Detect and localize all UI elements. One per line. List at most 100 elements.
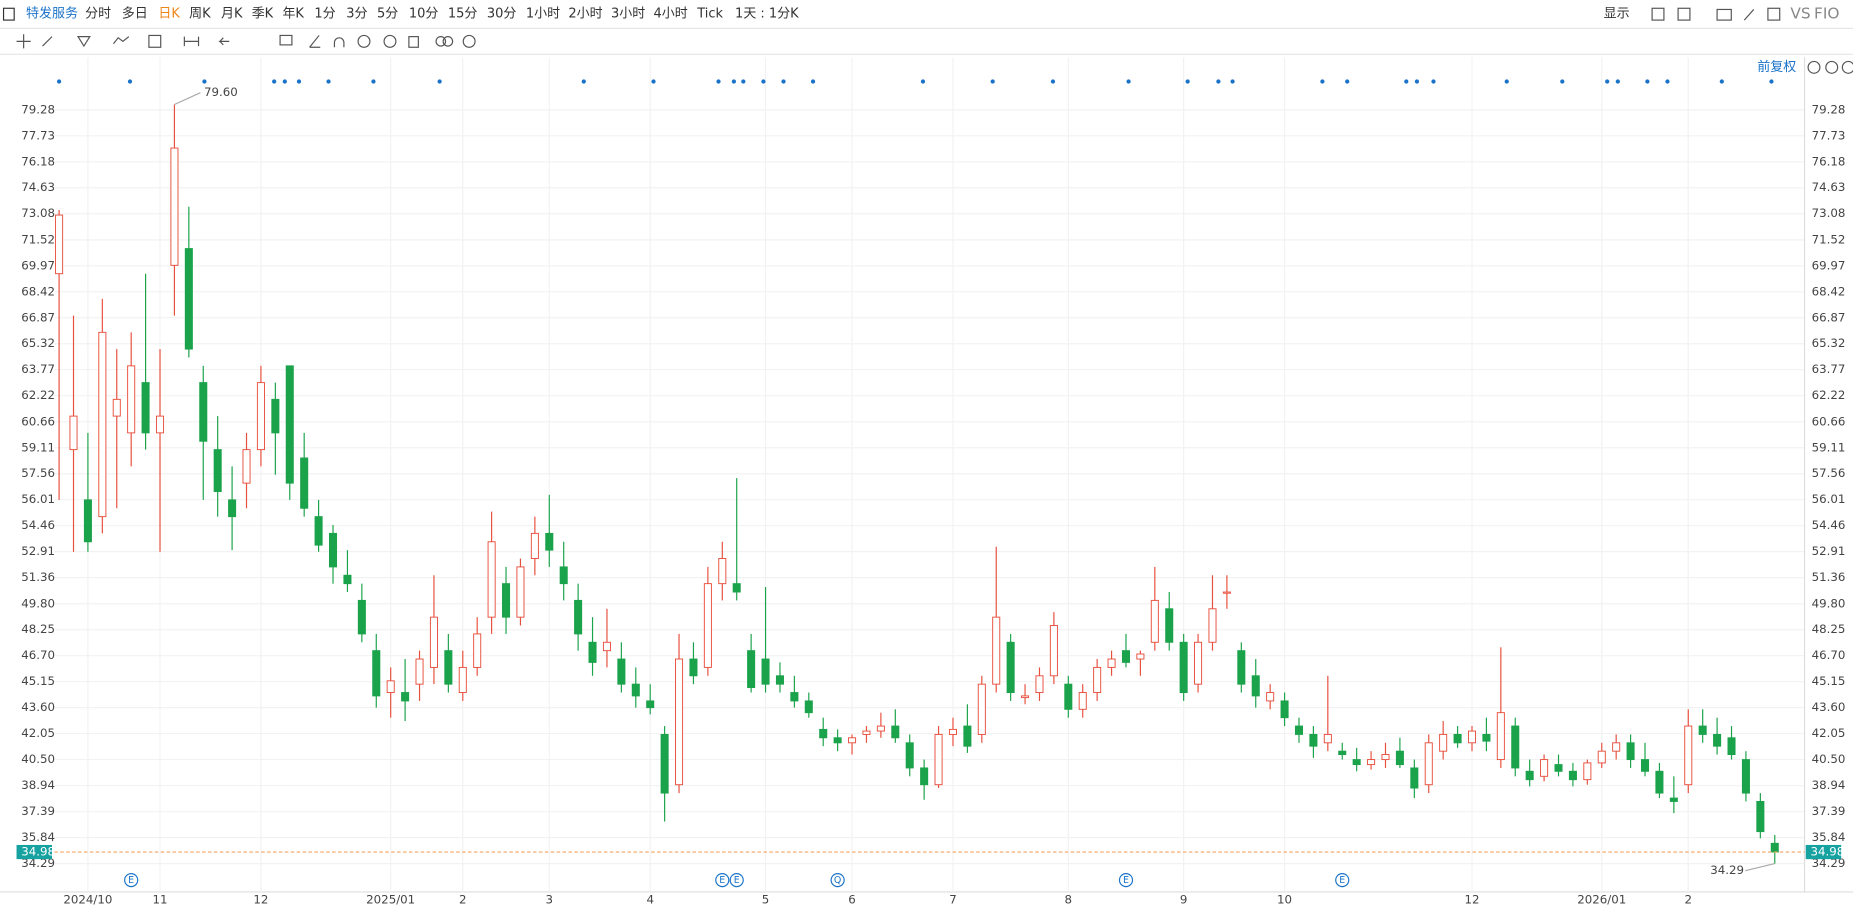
info-dot[interactable] [761, 79, 766, 84]
visibility-tool[interactable] [383, 34, 397, 48]
info-dot[interactable] [1404, 79, 1409, 84]
line-tool[interactable] [42, 36, 53, 47]
pen-icon[interactable] [1743, 9, 1755, 21]
event-marker[interactable] [1335, 873, 1350, 888]
event-marker[interactable] [124, 873, 139, 888]
range-tool[interactable] [183, 36, 200, 47]
info-dot[interactable] [272, 79, 277, 84]
compare-tool[interactable] [435, 36, 447, 47]
period-button[interactable]: 5分 [377, 7, 398, 22]
compare-tool[interactable] [442, 36, 454, 47]
magnet-tool[interactable] [333, 37, 345, 48]
info-dot[interactable] [990, 79, 995, 84]
zoom-out-icon[interactable] [1825, 60, 1839, 74]
period-button[interactable]: 季K [252, 7, 274, 22]
fio-button[interactable]: FIO [1814, 5, 1839, 23]
info-dot[interactable] [651, 79, 656, 84]
info-dot[interactable] [326, 79, 331, 84]
period-button[interactable]: 4小时 [654, 7, 688, 22]
info-dot[interactable] [1414, 79, 1420, 84]
sidebar-icon[interactable] [2, 7, 15, 21]
reset-icon[interactable] [1807, 60, 1821, 74]
info-dot[interactable] [1216, 79, 1221, 84]
y-tick-label: 43.60 [21, 700, 55, 714]
info-dot[interactable] [1050, 79, 1056, 84]
period-button[interactable]: 分时 [85, 7, 111, 22]
info-dot[interactable] [1185, 79, 1190, 84]
settings-icon[interactable] [1651, 7, 1665, 21]
arrow-tool[interactable] [218, 37, 230, 46]
period-button[interactable]: 周K [189, 7, 211, 22]
period-button[interactable]: 年K [282, 7, 304, 22]
info-dot[interactable] [741, 79, 746, 84]
info-dot[interactable] [581, 79, 586, 84]
period-button[interactable]: 15分 [448, 7, 478, 22]
info-dot[interactable] [716, 79, 721, 84]
angle-tool[interactable] [309, 35, 321, 48]
event-marker[interactable] [830, 873, 845, 888]
y-tick-label: 59.11 [1812, 440, 1846, 454]
info-dot[interactable] [296, 79, 302, 84]
info-dot[interactable] [1230, 79, 1235, 84]
symbol-name[interactable]: 特发服务 [26, 6, 78, 22]
event-marker[interactable] [1118, 873, 1134, 888]
info-dot[interactable] [1645, 79, 1650, 84]
info-dot[interactable] [731, 79, 737, 84]
period-button[interactable]: 1小时 [526, 7, 560, 22]
period-button[interactable]: Tick [696, 7, 723, 22]
adjust-label[interactable]: 前复权 [1757, 59, 1796, 75]
info-dot[interactable] [920, 79, 926, 84]
event-marker[interactable] [715, 873, 730, 888]
checkbox-icon[interactable] [1677, 7, 1691, 21]
info-dot[interactable] [1504, 79, 1509, 84]
event-marker[interactable] [729, 873, 744, 888]
period-button[interactable]: 3分 [346, 7, 367, 22]
period-button[interactable]: 3小时 [611, 7, 645, 22]
period-button[interactable]: 1分 [314, 7, 335, 22]
info-dot[interactable] [781, 79, 786, 84]
info-dot[interactable] [437, 79, 442, 84]
vs-button[interactable]: VS [1790, 5, 1810, 23]
note-tool[interactable] [279, 34, 293, 46]
zoom-in-icon[interactable] [1841, 60, 1853, 74]
last-price-label: 34.98 [1810, 845, 1844, 859]
wave-tool[interactable] [112, 36, 130, 45]
delete-tool[interactable] [408, 36, 419, 48]
info-dot[interactable] [1605, 79, 1610, 84]
settings-tool[interactable] [462, 34, 476, 48]
info-dot[interactable] [1560, 79, 1565, 84]
info-dot[interactable] [1320, 79, 1325, 84]
info-dot[interactable] [282, 79, 287, 84]
period-button[interactable]: 多日 [122, 7, 148, 22]
period-button[interactable]: 1天 : 1分K [735, 7, 799, 22]
info-dot[interactable] [1769, 79, 1774, 84]
period-button[interactable]: 10分 [409, 7, 439, 22]
shape-tool[interactable] [76, 36, 91, 48]
y-tick-label: 63.77 [21, 362, 55, 376]
info-dot[interactable] [810, 79, 816, 84]
display-button[interactable]: 显示 [1604, 7, 1630, 22]
info-dot[interactable] [1345, 79, 1350, 84]
info-dot[interactable] [1126, 79, 1131, 84]
drawing-tools[interactable] [16, 7, 1853, 74]
info-dot[interactable] [1719, 79, 1724, 84]
period-button[interactable]: 2小时 [568, 7, 602, 22]
info-dot[interactable] [202, 79, 207, 84]
info-dot[interactable] [1431, 79, 1436, 84]
measure-tool[interactable] [148, 34, 162, 48]
move-tool[interactable] [16, 34, 31, 49]
info-dot[interactable] [1615, 79, 1620, 84]
period-button[interactable]: 月K [221, 7, 243, 22]
camera-icon[interactable] [1716, 8, 1732, 21]
y-tick-label: 37.39 [21, 804, 55, 818]
info-dot[interactable] [1665, 79, 1670, 84]
period-button[interactable]: 日K [158, 7, 180, 22]
y-tick-label: 74.63 [1812, 180, 1846, 194]
info-dot[interactable] [56, 79, 62, 84]
candle-body [329, 532, 338, 568]
eye-tool[interactable] [357, 34, 371, 48]
fullscreen-icon[interactable] [1767, 7, 1781, 21]
info-dot[interactable] [127, 79, 133, 84]
period-button[interactable]: 30分 [487, 7, 517, 22]
info-dot[interactable] [371, 79, 376, 84]
